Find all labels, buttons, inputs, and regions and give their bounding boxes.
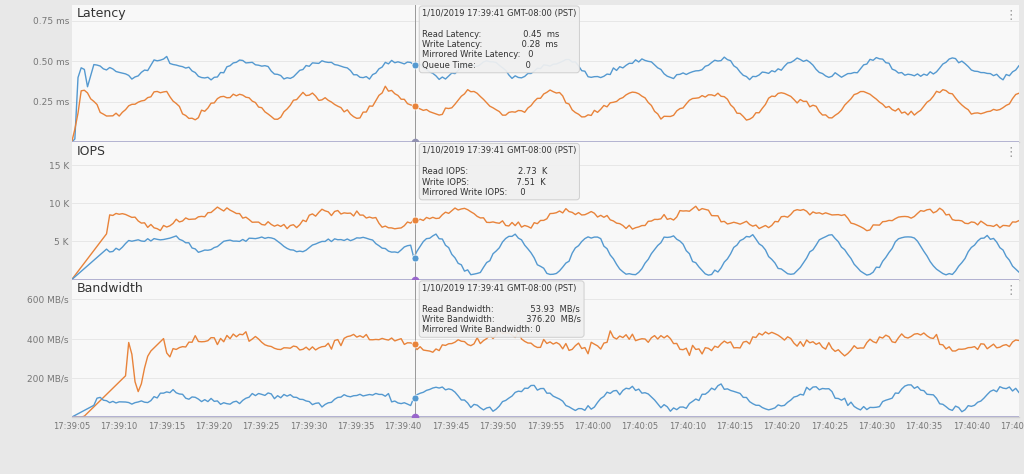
Point (407, 276, 423, 283)
Text: 1/10/2019 17:39:41 GMT-08:00 (PST)

Read IOPS:                   2.73  K
Write I: 1/10/2019 17:39:41 GMT-08:00 (PST) Read … (422, 146, 577, 197)
Point (407, 102, 423, 109)
Point (407, 394, 423, 401)
Text: 1/10/2019 17:39:41 GMT-08:00 (PST)

Read Latency:                0.45  ms
Write : 1/10/2019 17:39:41 GMT-08:00 (PST) Read … (422, 9, 577, 70)
Text: 1/10/2019 17:39:41 GMT-08:00 (PST)

Read Bandwidth:              53.93  MB/s
Wri: 1/10/2019 17:39:41 GMT-08:00 (PST) Read … (422, 284, 582, 334)
Text: IOPS: IOPS (77, 145, 105, 158)
Point (407, 413, 423, 421)
Text: Bandwidth: Bandwidth (77, 283, 143, 295)
Point (407, 254, 423, 262)
Text: ⋮: ⋮ (1005, 9, 1017, 22)
Point (407, 216, 423, 224)
Text: ⋮: ⋮ (1005, 146, 1017, 159)
Point (407, 340, 423, 348)
Point (407, 61, 423, 69)
Text: Latency: Latency (77, 8, 126, 20)
Point (407, 138, 423, 146)
Text: ⋮: ⋮ (1005, 284, 1017, 297)
